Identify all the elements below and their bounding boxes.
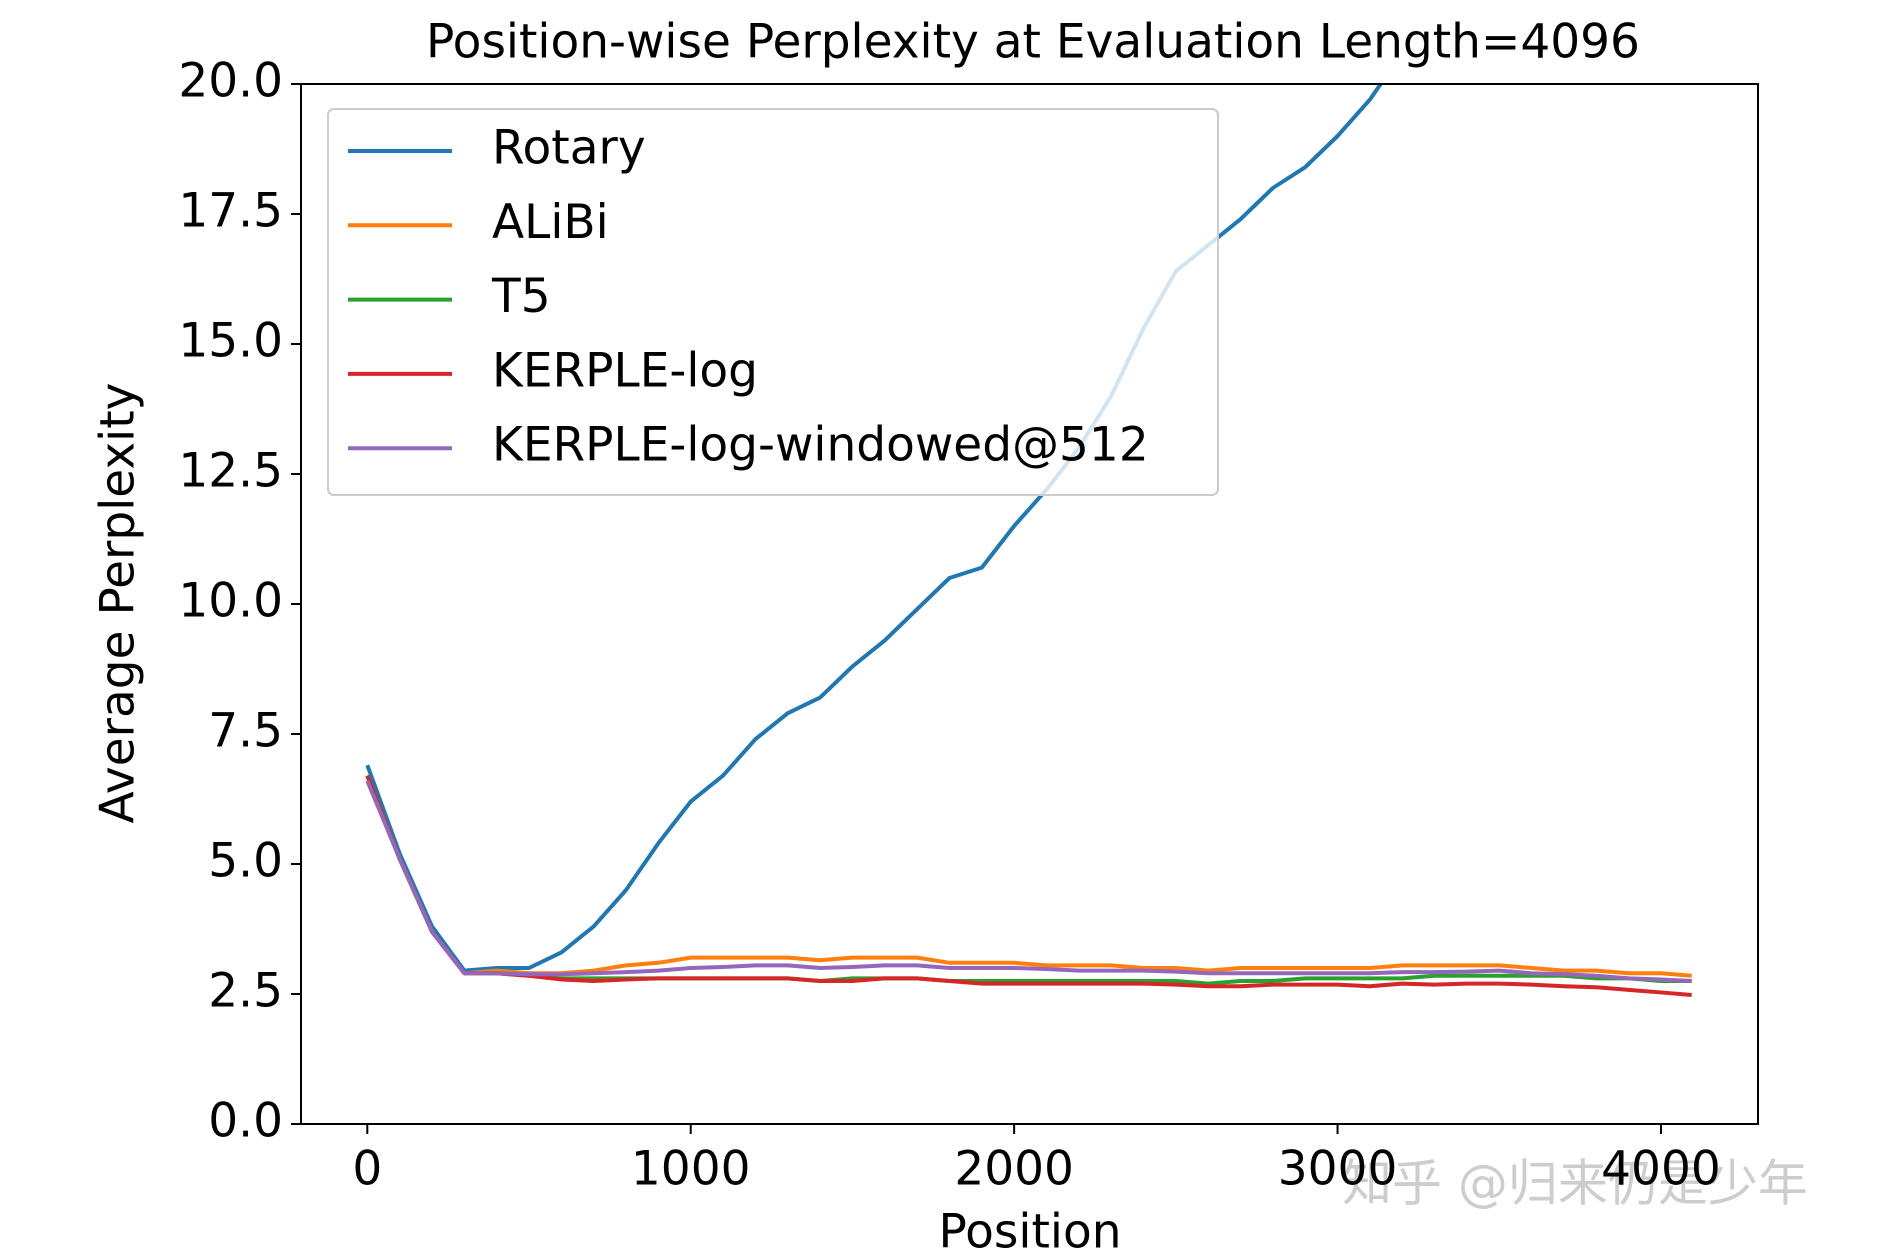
legend: Rotary ALiBi T5 KERPLE-log KERPLE-log-window… (327, 108, 1219, 496)
legend-label: KERPLE-log-windowed@512 (492, 418, 1149, 473)
x-tick-label: 3000 (1278, 1142, 1398, 1197)
y-tick-label: 0.0 (208, 1094, 283, 1149)
x-tick-label: 4000 (1601, 1142, 1721, 1197)
y-axis-label: Average Perplexity (91, 383, 146, 824)
y-tick-label: 2.5 (208, 964, 283, 1019)
series-line (365, 84, 1384, 973)
x-axis-label: Position (939, 1205, 1122, 1248)
series-line (365, 774, 1692, 998)
x-tick-label: 0 (352, 1142, 382, 1197)
legend-box (327, 108, 1219, 496)
plot-lines (365, 84, 1692, 998)
y-tick-label: 20.0 (178, 54, 283, 109)
legend-label: Rotary (492, 121, 646, 176)
x-tick-label: 2000 (954, 1142, 1074, 1197)
legend-label: ALiBi (492, 195, 609, 250)
legend-label: T5 (491, 269, 551, 324)
y-tick-label: 15.0 (178, 314, 283, 369)
chart-title: Position-wise Perplexity at Evaluation L… (426, 15, 1640, 70)
y-tick-label: 12.5 (178, 444, 283, 499)
y-tick-label: 5.0 (208, 834, 283, 889)
series-line (365, 780, 1692, 983)
series-line (365, 774, 1692, 986)
y-tick-label: 17.5 (178, 184, 283, 239)
x-tick-label: 1000 (631, 1142, 751, 1197)
watermark: 知乎 @归来仍是少年 (1342, 1155, 1808, 1213)
y-tick-label: 7.5 (208, 704, 283, 759)
legend-label: KERPLE-log (492, 343, 758, 398)
y-tick-label: 10.0 (178, 574, 283, 629)
series-line (365, 774, 1692, 978)
